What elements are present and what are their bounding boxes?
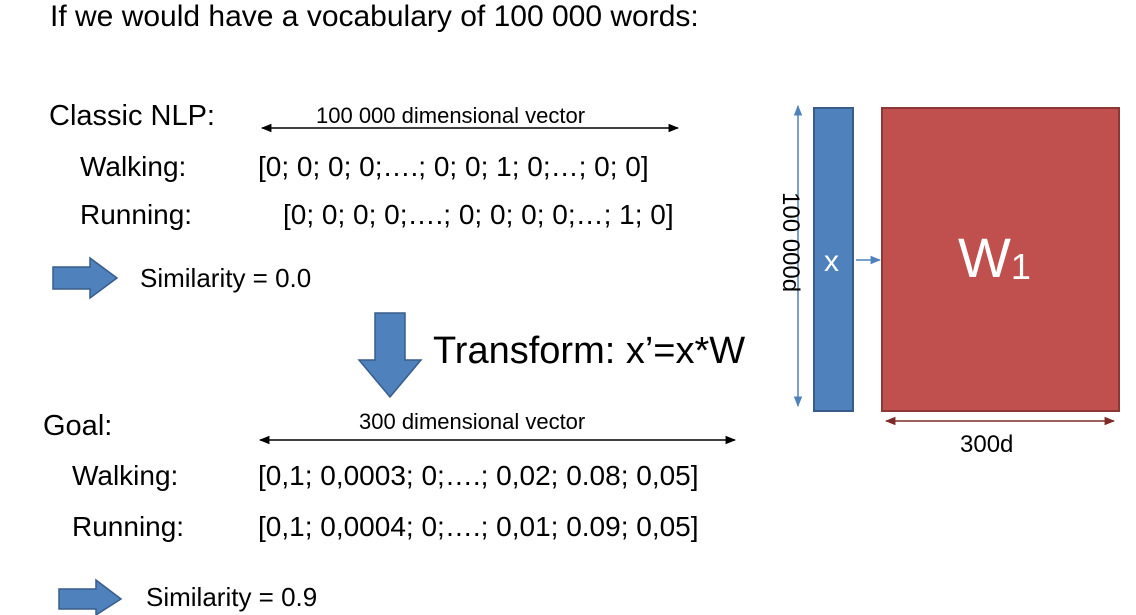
goal-running-label: Running: <box>72 511 185 542</box>
goal-similarity-arrow-icon <box>58 578 123 615</box>
goal-running-vector: [0,1; 0,0004; 0;….; 0,01; 0.09; 0,05] <box>258 511 699 542</box>
classic-similarity-arrow-icon <box>52 256 119 300</box>
goal-dimension-label: 300 dimensional vector <box>359 409 586 434</box>
w-matrix-subscript: 1 <box>1010 246 1031 287</box>
goal-heading: Goal: <box>43 410 113 442</box>
transform-down-arrow-icon <box>357 312 423 399</box>
height-dimension-label: 100 000d <box>777 192 804 293</box>
classic-nlp-heading: Classic NLP: <box>49 100 215 132</box>
goal-walking-vector: [0,1; 0,0003; 0;….; 0,02; 0.08; 0,05] <box>258 460 699 491</box>
classic-running-label: Running: <box>80 199 193 230</box>
w-matrix-rect <box>881 107 1120 412</box>
x-vector-label: x <box>824 245 839 278</box>
classic-similarity-text: Similarity = 0.0 <box>140 263 312 293</box>
slide-title: If we would have a vocabulary of 100 000… <box>50 0 699 33</box>
goal-walking-label: Walking: <box>72 460 179 491</box>
classic-running-vector: [0; 0; 0; 0;….; 0; 0; 0; 0;…; 1; 0] <box>283 199 674 230</box>
classic-walking-vector: [0; 0; 0; 0;….; 0; 0; 1; 0;…; 0; 0] <box>258 151 649 182</box>
w-matrix-letter: W <box>958 226 1011 289</box>
w-matrix-label: W1 <box>958 225 1031 290</box>
transform-formula: Transform: x’=x*W <box>433 330 746 372</box>
x-vector-rect <box>813 107 854 412</box>
goal-similarity-text: Similarity = 0.9 <box>146 582 318 612</box>
classic-walking-label: Walking: <box>80 151 187 182</box>
width-dimension-label: 300d <box>960 431 1014 458</box>
